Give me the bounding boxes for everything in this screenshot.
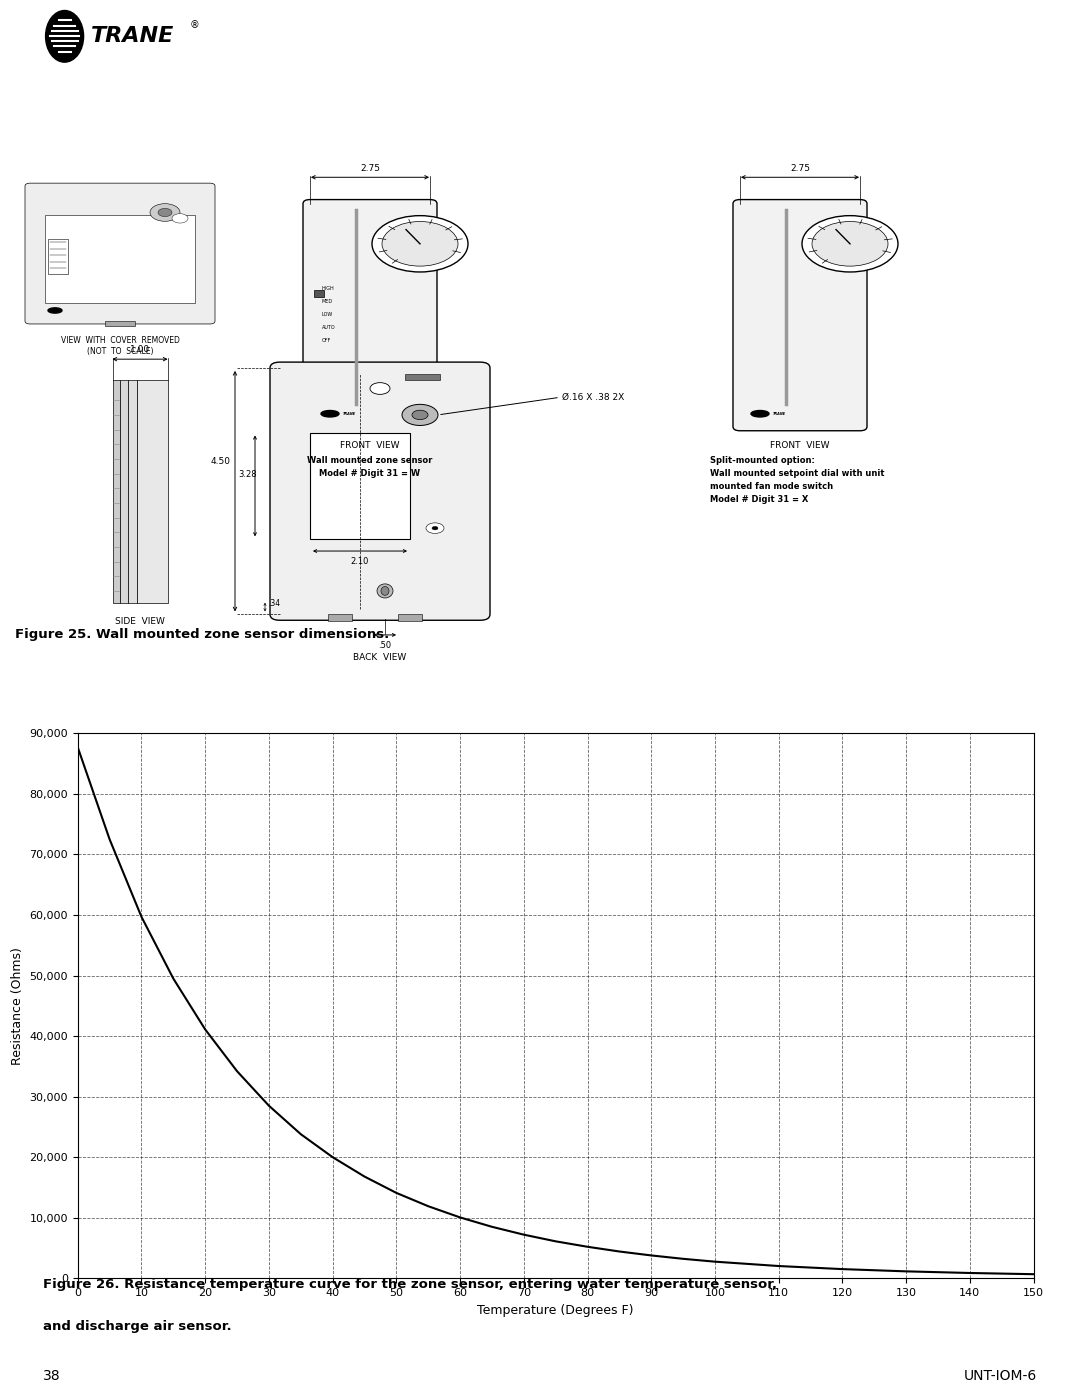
Bar — [314, 291, 324, 298]
Text: Model # Digit 31 = X: Model # Digit 31 = X — [710, 495, 808, 504]
Bar — [328, 615, 352, 622]
Bar — [112, 380, 120, 602]
FancyBboxPatch shape — [303, 200, 437, 430]
Text: Figure 26. Resistance temperature curve for the zone sensor, entering water temp: Figure 26. Resistance temperature curve … — [43, 1278, 778, 1291]
Y-axis label: Resistance (Ohms): Resistance (Ohms) — [11, 947, 24, 1065]
Circle shape — [432, 527, 438, 529]
Text: 3.28: 3.28 — [239, 469, 257, 479]
Ellipse shape — [751, 411, 769, 416]
Text: Model # Digit 31 = W: Model # Digit 31 = W — [320, 469, 420, 478]
Text: HIGH: HIGH — [322, 286, 335, 291]
Text: Figure 25. Wall mounted zone sensor dimensions.: Figure 25. Wall mounted zone sensor dime… — [15, 627, 389, 641]
Text: ®: ® — [189, 21, 199, 31]
Bar — [399, 615, 422, 622]
Ellipse shape — [381, 587, 389, 595]
Bar — [45, 215, 195, 303]
Circle shape — [812, 222, 888, 265]
FancyBboxPatch shape — [25, 183, 215, 324]
Text: AUTO: AUTO — [322, 324, 336, 330]
Bar — [105, 321, 135, 326]
Text: mounted fan mode switch: mounted fan mode switch — [710, 482, 833, 490]
Bar — [127, 380, 136, 602]
Text: TRANE: TRANE — [91, 27, 174, 46]
Text: Wall mounted setpoint dial with unit: Wall mounted setpoint dial with unit — [710, 469, 885, 478]
Text: FRONT  VIEW: FRONT VIEW — [770, 441, 829, 450]
Circle shape — [150, 204, 180, 221]
Text: Split-mounted option:: Split-mounted option: — [710, 455, 815, 465]
Text: FRONT  VIEW: FRONT VIEW — [340, 441, 400, 450]
Text: MED: MED — [322, 299, 333, 303]
Bar — [405, 374, 440, 380]
Bar — [120, 380, 127, 602]
Text: Ø.16 X .38 2X: Ø.16 X .38 2X — [562, 393, 624, 402]
Circle shape — [802, 215, 897, 272]
Ellipse shape — [377, 584, 393, 598]
Ellipse shape — [48, 307, 62, 313]
Circle shape — [411, 411, 428, 419]
Text: BACK  VIEW: BACK VIEW — [353, 652, 407, 662]
Text: TRANE: TRANE — [343, 412, 356, 416]
Bar — [136, 380, 167, 602]
Text: .34: .34 — [268, 599, 280, 608]
Ellipse shape — [45, 11, 83, 61]
Text: 4.50: 4.50 — [211, 457, 231, 467]
Text: Wall mounted zone sensor: Wall mounted zone sensor — [308, 455, 433, 465]
Circle shape — [402, 404, 438, 426]
Circle shape — [426, 522, 444, 534]
Circle shape — [372, 215, 468, 272]
Circle shape — [172, 214, 188, 224]
Circle shape — [370, 383, 390, 394]
Circle shape — [158, 208, 172, 217]
Bar — [48, 239, 68, 274]
Text: LOW: LOW — [322, 312, 334, 317]
Text: .50: .50 — [378, 641, 392, 650]
Text: 38: 38 — [43, 1369, 60, 1383]
Text: 2.75: 2.75 — [789, 163, 810, 173]
Text: TRANE: TRANE — [773, 412, 786, 416]
FancyBboxPatch shape — [733, 200, 867, 430]
FancyBboxPatch shape — [270, 362, 490, 620]
Text: VIEW  WITH  COVER  REMOVED: VIEW WITH COVER REMOVED — [60, 335, 179, 345]
Ellipse shape — [321, 411, 339, 416]
Text: and discharge air sensor.: and discharge air sensor. — [43, 1320, 232, 1333]
Text: 2.75: 2.75 — [360, 163, 380, 173]
X-axis label: Temperature (Degrees F): Temperature (Degrees F) — [477, 1303, 634, 1316]
Bar — [310, 433, 410, 539]
Text: OFF: OFF — [322, 338, 332, 342]
Text: 1.00: 1.00 — [130, 345, 150, 353]
Text: 2.10: 2.10 — [351, 557, 369, 566]
Text: (NOT  TO  SCALE): (NOT TO SCALE) — [86, 348, 153, 356]
Text: UNT-IOM-6: UNT-IOM-6 — [963, 1369, 1037, 1383]
Text: SIDE  VIEW: SIDE VIEW — [116, 617, 165, 626]
Circle shape — [382, 222, 458, 265]
